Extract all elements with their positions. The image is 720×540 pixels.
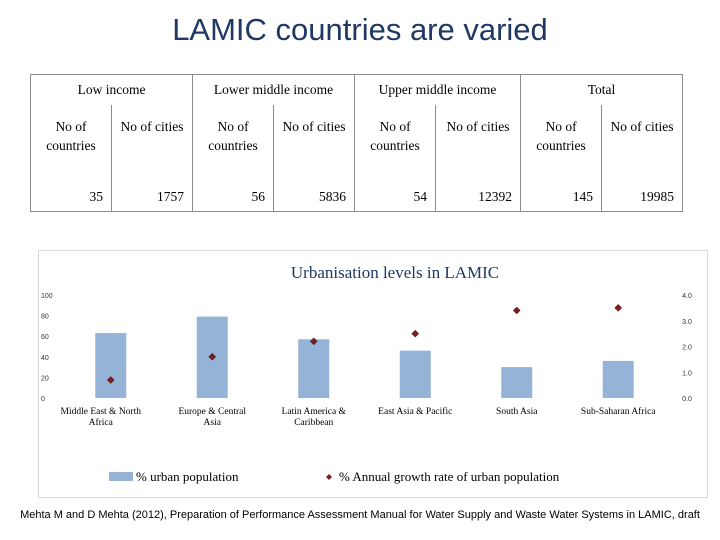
y-right-tick-label: 3.0 [682,319,692,326]
bar-urban-population [602,360,634,398]
legend-swatch-marker [326,474,332,480]
marker-growth-rate [411,329,420,338]
y-left-tick-label: 0 [41,396,45,403]
marker-growth-rate [106,376,115,384]
y-right-tick-label: 0.0 [682,396,692,403]
marker-growth-rate [614,304,623,312]
chart-title: Urbanisation levels in LAMIC [291,263,499,282]
subheader-cell: No of countries [354,105,437,189]
y-left-tick-label: 80 [41,314,49,321]
bar-urban-population [501,367,533,398]
legend-label-growth-rate: % Annual growth rate of urban population [339,469,560,484]
value-cell: 12392 [435,189,522,212]
x-category-label: South Asia [496,407,538,417]
value-cell: 19985 [601,189,684,212]
bar-urban-population [298,339,330,398]
y-left-tick-label: 60 [41,334,49,341]
value-cell: 5836 [273,189,356,212]
marker-growth-rate [512,306,521,315]
group-header-upper-middle-income: Upper middle income [354,74,522,105]
subheader-cell: No of countries [192,105,275,189]
x-category-label: East Asia & Pacific [378,406,452,417]
bar-urban-population [399,350,431,398]
value-cell: 56 [192,189,275,212]
bar-urban-population [95,333,127,398]
x-category-label: Europe & Central Asia [178,407,246,428]
y-left-tick-label: 20 [41,375,49,382]
x-category-label: Sub-Saharan Africa [581,406,656,417]
y-left-tick-label: 40 [41,355,49,362]
legend-label-urban-population: % urban population [136,469,239,484]
group-header-low-income: Low income [29,74,194,105]
chart-canvas: Urbanisation levels in LAMIC 100 80 60 40 20 0… [41,263,692,484]
x-category-label: Middle East & North Africa [61,407,142,428]
y-right-tick-label: 4.0 [682,293,692,300]
marker-growth-rate [309,337,318,346]
subheader-cell: No of countries [30,105,112,189]
x-category-label: Latin America & Caribbean [282,407,347,428]
y-right-tick-label: 1.0 [682,370,692,377]
urbanisation-chart: Urbanisation levels in LAMIC 100 80 60 40 20 0… [38,250,708,498]
income-table: Low income Lower middle income Upper mid… [29,74,684,212]
value-cell: 35 [30,189,112,212]
subheader-cell: No of cities [273,105,356,189]
source-citation: Mehta M and D Mehta (2012), Preparation … [20,509,700,521]
subheader-cell: No of cities [435,105,522,189]
value-cell: 145 [520,189,603,212]
subheader-cell: No of cities [601,105,684,189]
y-right-tick-label: 2.0 [682,345,692,352]
marker-growth-rate [208,352,217,361]
subheader-cell: No of countries [520,105,603,189]
subheader-cell: No of cities [110,105,194,189]
y-left-tick-label: 100 [41,293,53,300]
slide-title: LAMIC countries are varied [172,12,548,47]
value-cell: 54 [354,189,437,212]
group-header-total: Total [520,74,684,105]
legend-swatch-bar [109,472,133,481]
group-header-lower-middle-income: Lower middle income [192,74,356,105]
value-cell: 1757 [110,189,194,212]
